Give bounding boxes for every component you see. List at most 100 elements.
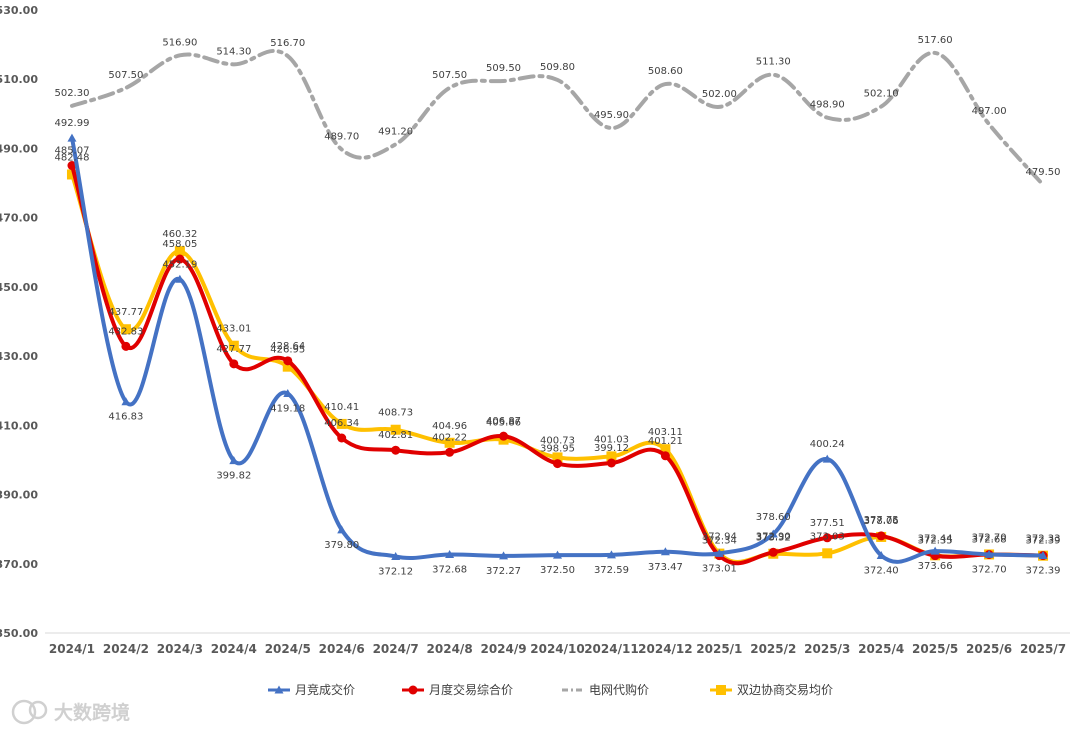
y-tick-label: 350.00 — [0, 627, 38, 640]
y-tick-label: 470.00 — [0, 212, 38, 225]
data-point — [390, 424, 401, 435]
data-label: 507.50 — [432, 70, 467, 81]
data-label: 416.83 — [108, 412, 143, 423]
series-line — [69, 48, 1046, 187]
data-label: 372.50 — [540, 565, 575, 576]
data-labels: 492.99 416.83 452.19 399.82 419.18 379.80 372.… — [54, 35, 1060, 578]
x-tick-label: 2025/3 — [804, 642, 850, 656]
data-label: 372.12 — [378, 566, 413, 577]
data-point — [120, 324, 131, 335]
x-tick-label: 2024/6 — [319, 642, 365, 656]
data-label: 482.48 — [54, 152, 89, 163]
data-label: 372.68 — [432, 565, 467, 576]
data-label: 406.34 — [324, 418, 359, 429]
data-label: 373.66 — [918, 561, 953, 572]
data-label: 373.01 — [702, 563, 737, 574]
data-label: 372.39 — [1026, 566, 1061, 577]
legend-item-4: 双边协商交易均价 — [710, 682, 833, 697]
data-point — [282, 361, 293, 372]
legend-marker — [408, 685, 418, 695]
data-label: 378.06 — [864, 516, 899, 527]
x-tick-label: 2025/4 — [858, 642, 904, 656]
data-point — [445, 447, 455, 457]
data-point — [553, 459, 562, 469]
y-tick-label: 510.00 — [0, 73, 38, 86]
x-tick-label: 2024/10 — [530, 642, 584, 656]
data-label: 432.83 — [108, 326, 143, 337]
x-tick-label: 2024/9 — [480, 642, 526, 656]
x-tick-label: 2024/4 — [211, 642, 257, 656]
data-label: 502.00 — [702, 89, 737, 100]
legend-marker — [716, 685, 726, 695]
data-label: 403.11 — [648, 427, 683, 438]
data-label: 373.47 — [648, 562, 683, 573]
data-label: 377.75 — [864, 515, 899, 526]
data-label: 372.33 — [1026, 534, 1061, 545]
data-point — [714, 548, 724, 557]
x-tick-label: 2024/3 — [157, 642, 203, 656]
data-point — [229, 359, 239, 369]
data-label: 495.90 — [594, 110, 629, 121]
data-label: 502.30 — [54, 88, 89, 99]
data-point — [876, 550, 886, 559]
data-label: 514.30 — [216, 46, 251, 57]
data-label: 516.90 — [162, 37, 197, 48]
data-label: 402.22 — [432, 432, 467, 443]
data-point — [499, 431, 509, 441]
x-tick-label: 2024/7 — [373, 642, 419, 656]
data-label: 419.18 — [270, 404, 305, 415]
data-label: 377.51 — [810, 518, 845, 529]
series-3 — [69, 48, 1046, 187]
data-label: 406.87 — [486, 416, 521, 427]
data-label: 489.70 — [324, 131, 359, 142]
legend-item-2: 月度交易综合价 — [402, 682, 513, 697]
x-tick-label: 2024/5 — [265, 642, 311, 656]
x-tick-label: 2025/7 — [1020, 642, 1066, 656]
data-point — [337, 433, 347, 443]
x-tick-label: 2024/8 — [427, 642, 473, 656]
data-label: 433.01 — [216, 324, 251, 335]
data-point — [229, 456, 239, 465]
data-label: 401.03 — [594, 434, 629, 445]
x-tick-label: 2025/5 — [912, 642, 958, 656]
x-axis: 2024/1 2024/2 2024/3 2024/4 2024/5 2024/6 2024… — [45, 632, 1070, 656]
data-label: 437.77 — [108, 307, 143, 318]
data-label: 372.35 — [918, 536, 953, 547]
data-label: 485.07 — [54, 146, 89, 157]
data-point — [930, 546, 940, 555]
data-label: 426.95 — [270, 345, 305, 356]
data-point — [283, 389, 293, 398]
series-1 — [67, 133, 1048, 564]
legend-label: 月度交易综合价 — [429, 682, 513, 697]
data-point — [876, 531, 886, 541]
legend: 月竞成交价 月度交易综合价 电网代购价 双边协商交易均价 — [268, 682, 833, 697]
y-tick-label: 490.00 — [0, 142, 38, 155]
data-point — [606, 458, 616, 468]
data-point — [228, 340, 239, 351]
data-point — [984, 549, 994, 558]
y-tick-label: 430.00 — [0, 350, 38, 363]
data-label: 398.95 — [540, 444, 575, 455]
series-line — [69, 172, 1046, 565]
legend-item-1: 月竞成交价 — [268, 682, 355, 697]
data-point — [283, 356, 293, 366]
data-label: 408.73 — [378, 408, 413, 419]
data-label: 372.90 — [756, 532, 791, 543]
data-label: 492.99 — [54, 118, 89, 129]
legend-label: 双边协商交易均价 — [737, 682, 833, 697]
legend-marker — [274, 685, 284, 694]
data-point — [445, 550, 455, 559]
y-axis: 350.00 370.00 390.00 410.00 430.00 450.00 470.… — [0, 4, 38, 640]
x-tick-label: 2025/1 — [696, 642, 742, 656]
data-label: 372.40 — [864, 565, 899, 576]
data-label: 452.19 — [162, 259, 197, 270]
watermark: 大数跨境 — [11, 699, 130, 725]
data-label: 410.41 — [324, 402, 359, 413]
data-label: 517.60 — [918, 35, 953, 46]
data-point — [822, 454, 832, 463]
data-label: 400.73 — [540, 435, 575, 446]
data-label: 428.64 — [270, 341, 305, 352]
data-label: 378.60 — [756, 512, 791, 523]
data-point — [175, 254, 185, 264]
data-label: 502.10 — [864, 89, 899, 100]
